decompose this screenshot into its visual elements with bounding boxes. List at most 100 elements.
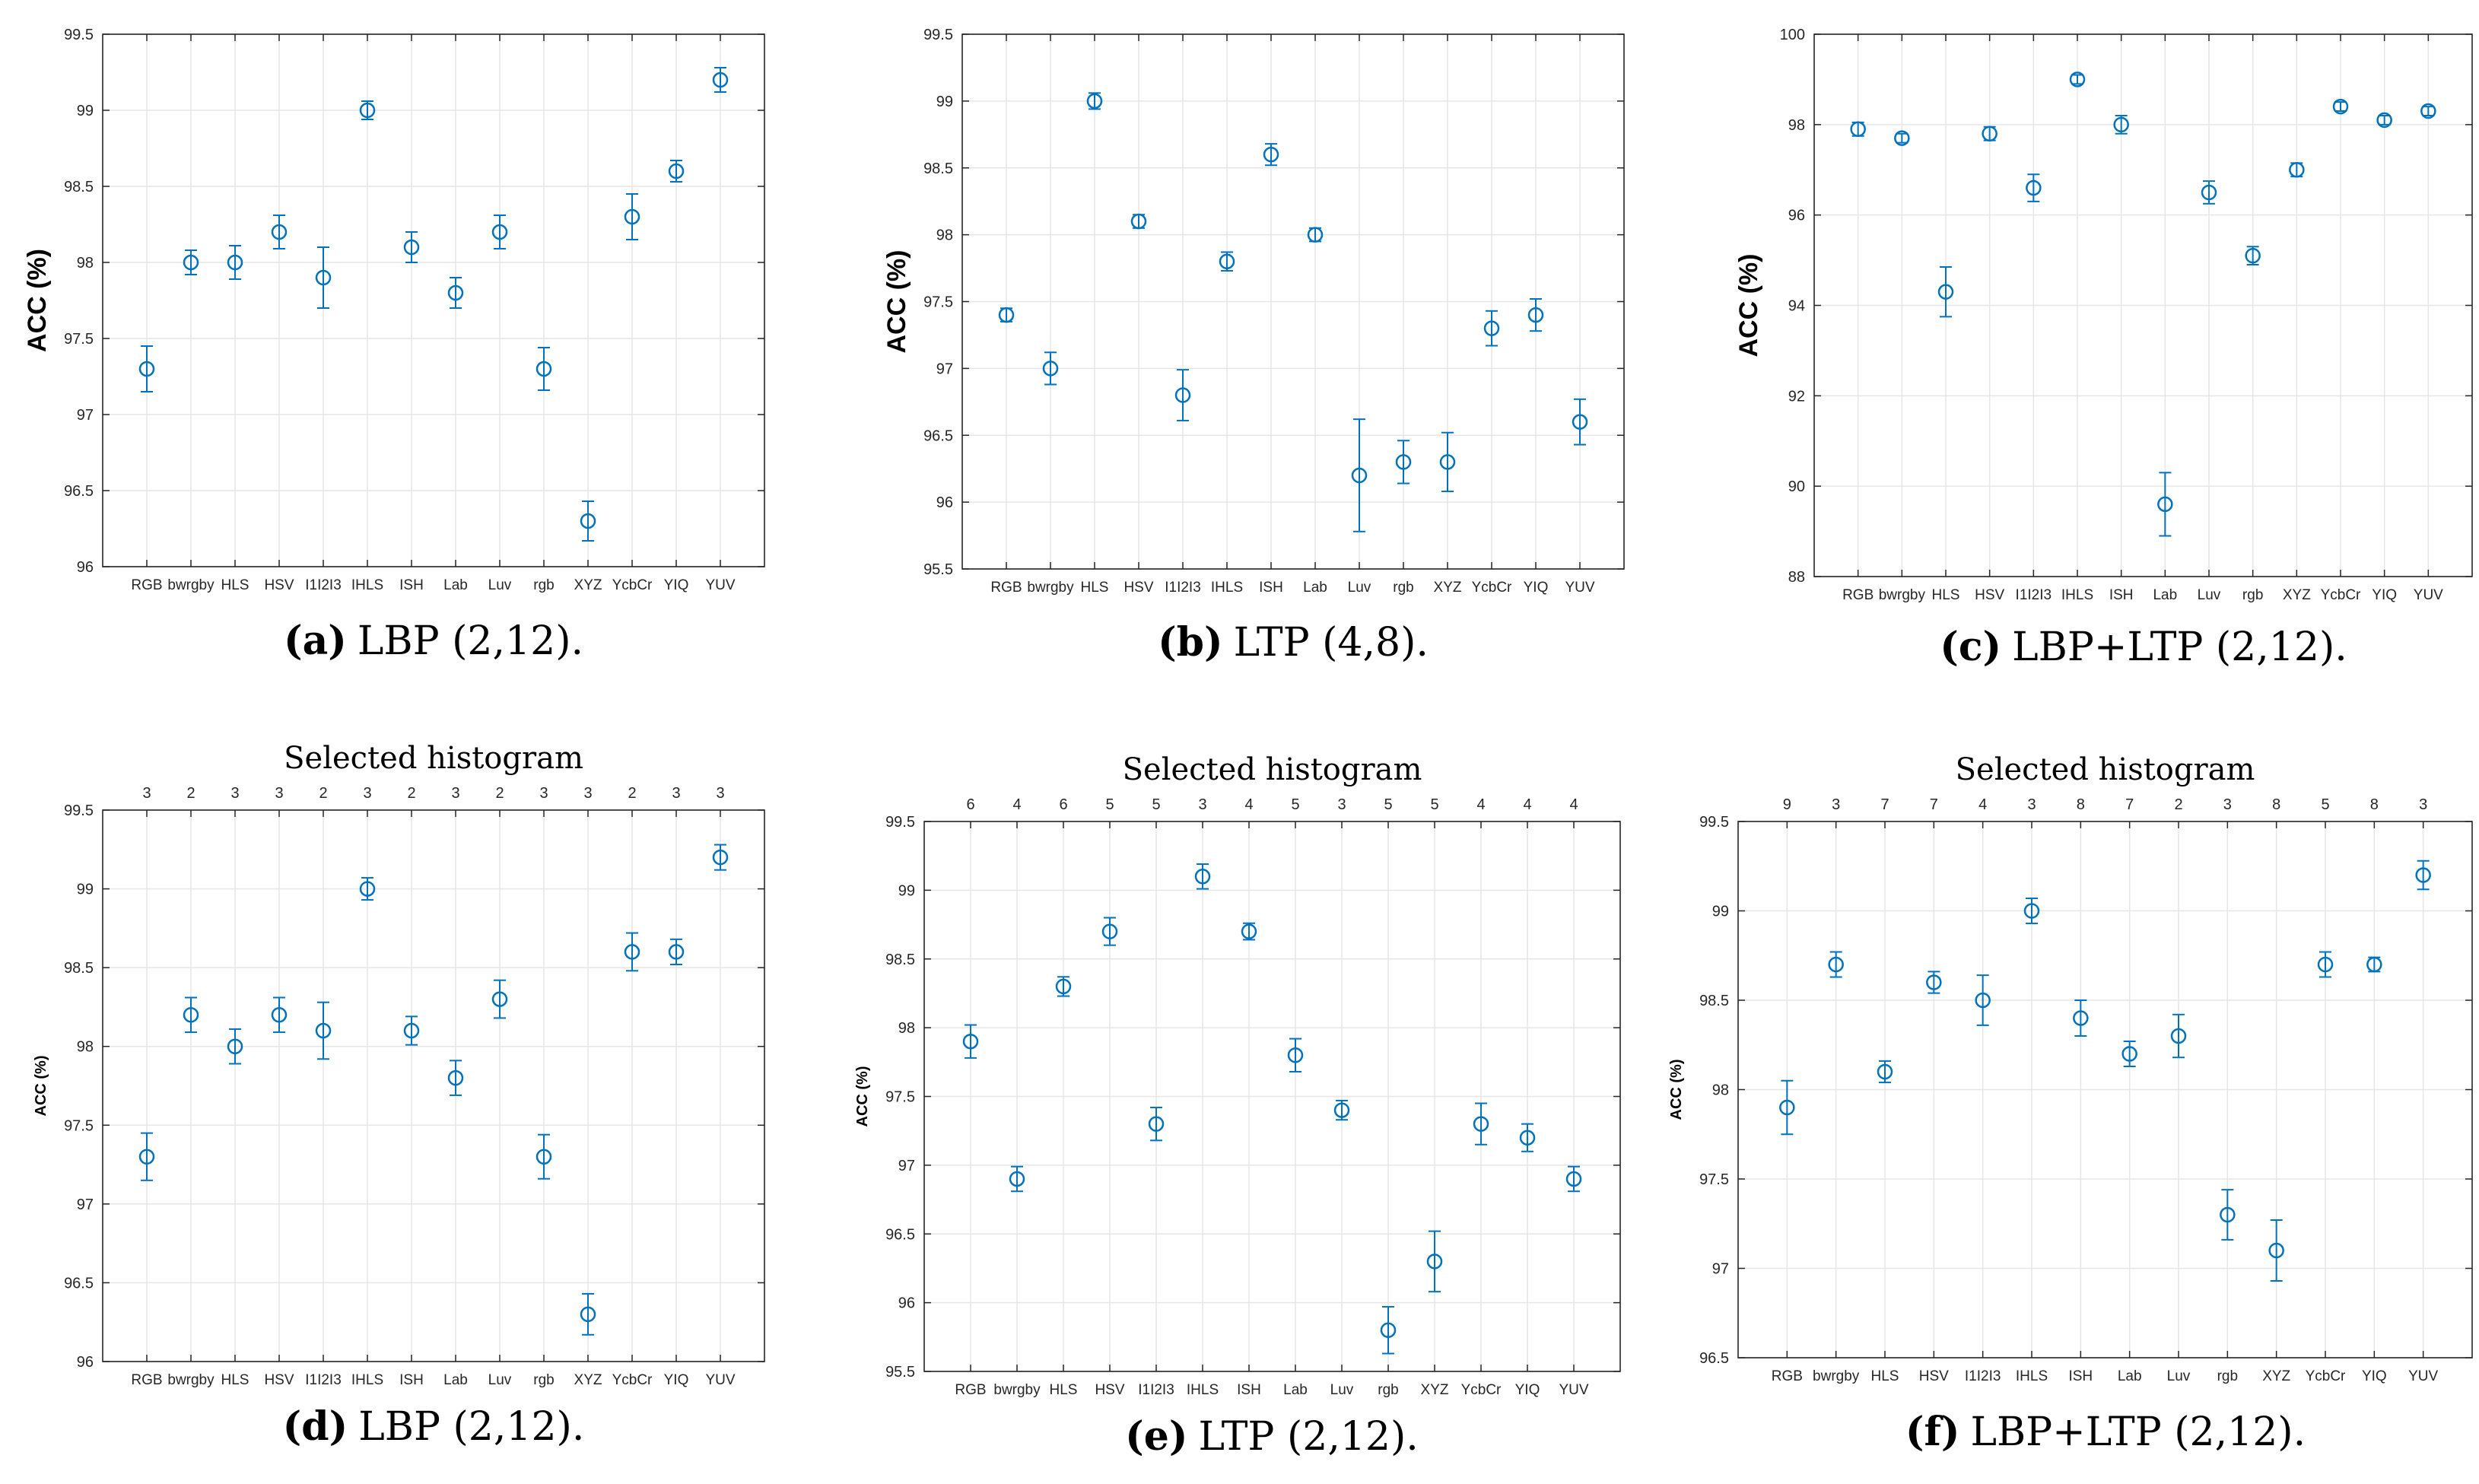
marker-circle [962,1033,979,1050]
x-tick-label: HSV [264,1372,294,1388]
x-tick-label: YUV [2408,1368,2438,1384]
marker-circle [138,1149,155,1165]
top-count-label: 3 [2223,796,2232,813]
y-tick-label: 98.5 [923,160,953,177]
top-count-label: 3 [142,785,151,802]
x-tick-label: YIQ [2362,1368,2387,1384]
data-point [580,1292,596,1336]
x-tick-label: HLS [221,1372,249,1388]
y-tick-label: 90 [1788,478,1805,495]
y-tick-label: 99 [77,103,94,119]
data-point [1009,1165,1025,1193]
data-point [227,1028,243,1065]
data-point [1395,440,1412,485]
panel-caption: (f) LBP+LTP (2,12). [1905,1409,2306,1455]
marker-circle [1241,923,1257,939]
data-point [1565,1165,1582,1193]
marker-circle [2121,1046,2137,1062]
marker-circle [2220,1206,2236,1223]
data-point [2376,112,2392,129]
x-tick-label: bwrgby [1027,580,1074,596]
y-tick-label: 99 [77,882,94,898]
top-count-label: 3 [716,785,724,802]
x-tick-label: IHLS [351,1372,383,1388]
x-tick-label: Luv [1348,580,1371,596]
top-count-label: 4 [1523,796,1531,813]
marker-circle [668,944,685,960]
y-tick-label: 97.5 [923,294,953,311]
data-point [1351,418,1368,532]
x-tick-label: ISH [2109,587,2134,603]
x-tick-label: bwrgby [167,577,215,593]
marker-circle [1828,956,1844,973]
marker-circle [1194,869,1211,885]
top-count-label: 2 [319,785,327,802]
caption-label: (c) [1940,624,2001,670]
y-tick-label: 99 [936,94,953,110]
data-point [1937,265,1954,318]
data-point [2157,472,2173,537]
x-tick-label: YUV [1559,1382,1588,1398]
y-tick-label: 97 [936,361,953,377]
caption-text: LTP (4,8). [1234,620,1429,666]
top-count-label: 4 [1476,796,1485,813]
marker-circle [580,1306,596,1323]
data-point [138,345,155,392]
data-point [2026,173,2042,202]
x-tick-label: IHLS [2016,1368,2048,1384]
y-tick-label: 96.5 [885,1226,915,1243]
y-tick-label: 98.5 [64,960,94,977]
plot-area [103,810,764,1362]
y-tick-label: 99.5 [1699,814,1729,831]
caption-label: (a) [284,618,347,664]
marker-circle [315,269,332,286]
x-tick-label: bwrgby [1813,1368,1860,1384]
data-point [1042,351,1059,386]
top-count-label: 3 [2027,796,2036,813]
data-point [2245,246,2261,266]
marker-circle [2317,956,2334,973]
y-tick-label: 96 [898,1295,915,1312]
marker-circle [227,1038,243,1054]
x-tick-label: rgb [533,577,554,593]
data-point [138,1132,155,1181]
top-count-label: 3 [539,785,548,802]
marker-circle [1042,361,1059,377]
marker-circle [2170,1028,2187,1044]
caption-text: LBP+LTP (2,12). [2012,624,2347,670]
x-tick-label: HLS [1050,1382,1078,1398]
y-tick-label: 88 [1788,569,1805,586]
data-point [315,1001,332,1060]
marker-circle [1086,93,1103,110]
x-tick-label: YcbCr [2321,587,2361,603]
top-count-label: 2 [186,785,195,802]
data-point [2023,898,2040,924]
y-tick-label: 99.5 [885,814,915,831]
x-tick-label: IHLS [2061,587,2093,603]
x-tick-label: Lab [2153,587,2177,603]
marker-circle [1982,126,1998,141]
marker-circle [1101,923,1118,939]
x-tick-label: ISH [1259,580,1283,596]
data-point [1380,1306,1397,1355]
data-point [1194,863,1211,890]
data-point [1130,213,1147,230]
x-tick-label: RGB [955,1382,986,1398]
x-tick-label: HLS [221,577,249,593]
top-count-label: 3 [230,785,239,802]
x-tick-label: Lab [443,1372,468,1388]
data-point [1148,1106,1165,1142]
marker-circle [1287,1047,1304,1063]
x-tick-label: Lab [1303,580,1327,596]
marker-circle [2289,162,2305,178]
y-tick-label: 94 [1788,298,1805,315]
x-tick-label: bwrgby [993,1382,1041,1398]
x-tick-label: IHLS [1187,1382,1219,1398]
top-count-label: 5 [1430,796,1438,813]
marker-circle [2069,71,2086,87]
panel-caption: (e) LTP (2,12). [1125,1413,1419,1460]
data-point [2366,956,2382,973]
top-count-label: 2 [628,785,636,802]
data-point [712,67,729,93]
data-point [227,245,243,280]
